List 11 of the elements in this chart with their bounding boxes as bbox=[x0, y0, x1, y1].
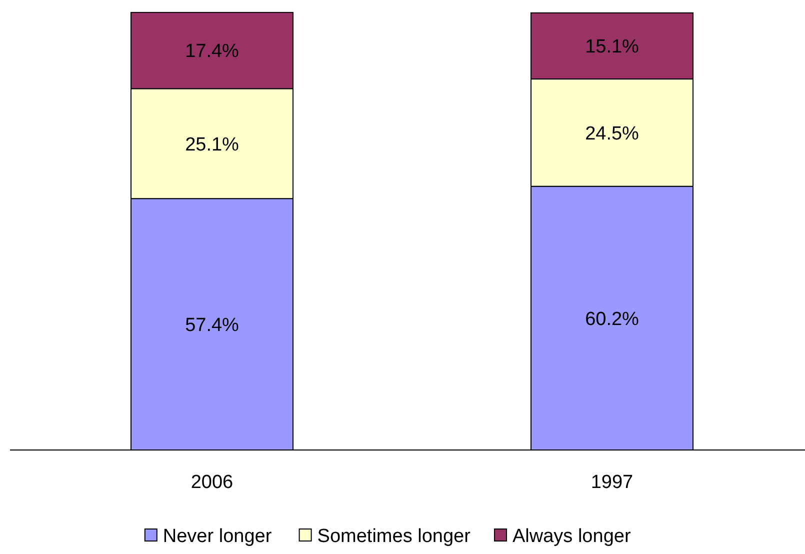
data-label: 25.1% bbox=[185, 134, 240, 156]
legend-label: Always longer bbox=[512, 526, 632, 547]
legend-label: Sometimes longer bbox=[317, 526, 472, 547]
data-label: 17.4% bbox=[185, 41, 240, 62]
data-label: 60.2% bbox=[585, 308, 640, 330]
x-tick-label: 1997 bbox=[590, 472, 634, 493]
x-tick-label: 2006 bbox=[190, 472, 234, 493]
legend-label: Never longer bbox=[162, 526, 272, 547]
data-label: 57.4% bbox=[185, 314, 240, 336]
data-label: 15.1% bbox=[585, 36, 640, 58]
data-label: 24.5% bbox=[585, 123, 640, 144]
